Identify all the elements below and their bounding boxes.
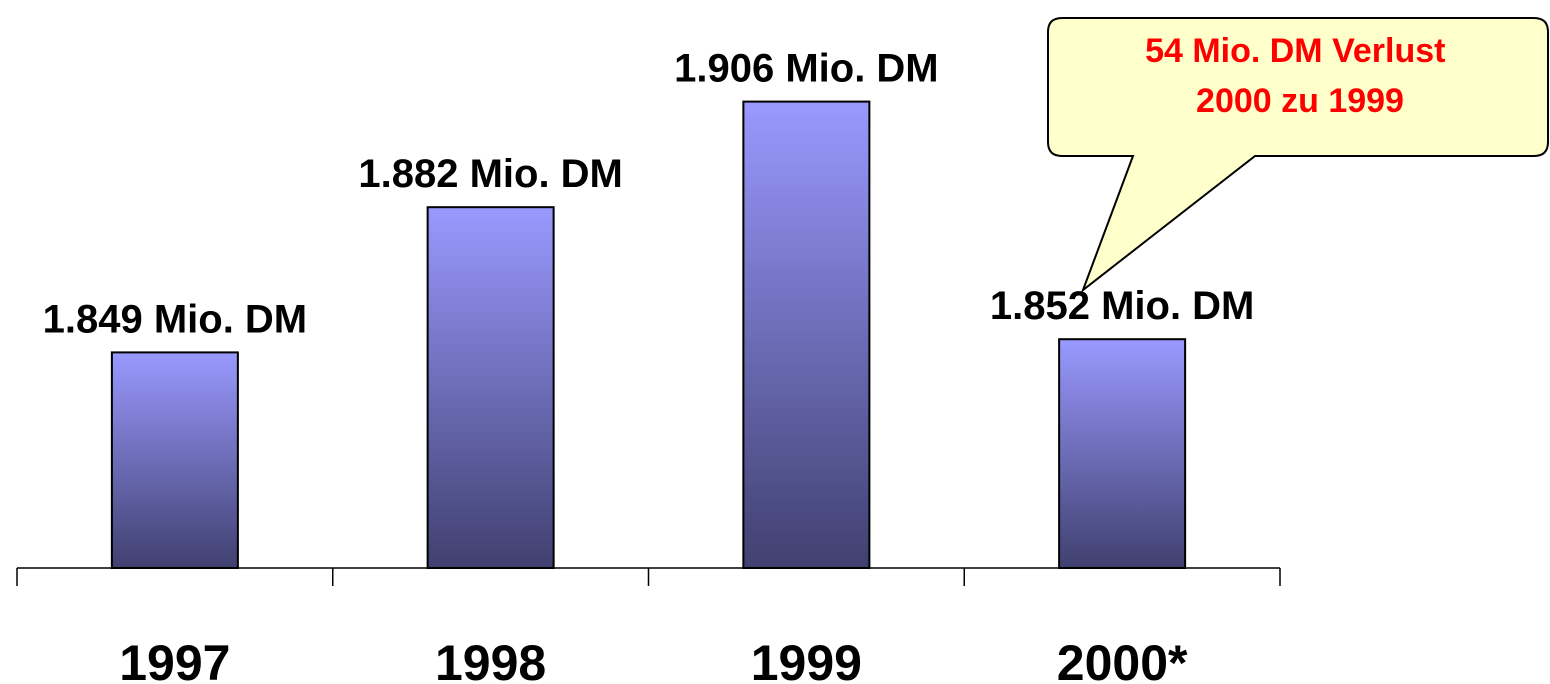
x-tick-label: 1999 [751,635,862,684]
tick-labels-group: 1997 1998 1999 2000* [119,635,1188,684]
bar-1999 [742,100,871,569]
data-labels-group: 1.849 Mio. DM 1.882 Mio. DM 1.906 Mio. DM 1… [43,47,1255,342]
x-tick-label: 2000* [1057,635,1188,684]
data-label: 1.882 Mio. DM [358,152,623,196]
bars-group [110,100,1187,570]
x-axis [16,567,1281,586]
callout-annotation: 54 Mio. DM Verlust 2000 zu 1999 [1047,17,1549,293]
data-label: 1.849 Mio. DM [43,297,308,341]
callout-line-1: 54 Mio. DM Verlust [1145,32,1445,70]
x-tick-label: 1998 [435,635,546,684]
callout-text: 54 Mio. DM Verlust 2000 zu 1999 [1145,32,1455,120]
callout-bubble [1047,17,1549,293]
bar-2000 [1058,338,1187,570]
data-label: 1.906 Mio. DM [674,47,939,91]
data-label: 1.852 Mio. DM [990,284,1255,328]
x-tick-label: 1997 [119,635,230,684]
bar-1998 [426,206,555,569]
callout-line-2: 2000 zu 1999 [1196,82,1404,120]
bar-1997 [110,351,239,569]
